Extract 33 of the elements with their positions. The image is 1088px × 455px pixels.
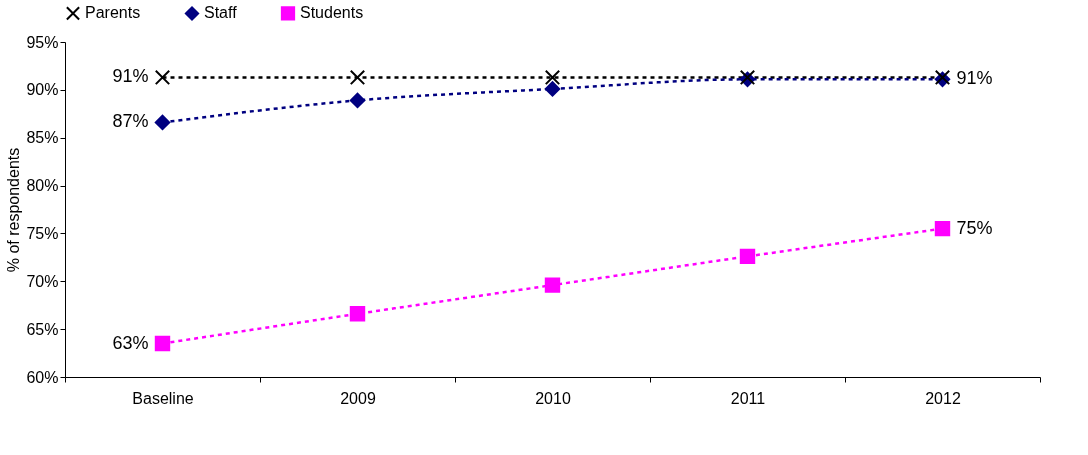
x-tick-label: 2010 <box>535 389 571 407</box>
legend-label: Parents <box>85 4 141 22</box>
point <box>544 277 561 293</box>
x-tick-label: 2009 <box>340 389 376 407</box>
point <box>349 306 366 322</box>
y-tick-label: 90% <box>26 81 59 99</box>
point <box>154 114 171 131</box>
y-tick-label: 70% <box>26 272 59 290</box>
point <box>349 69 366 86</box>
legend-label: Students <box>300 4 364 22</box>
point <box>154 335 171 352</box>
y-tick-label: 60% <box>26 368 59 386</box>
point <box>934 220 951 237</box>
y-tick-label: 80% <box>26 177 59 195</box>
y-tick-label: 65% <box>26 320 59 338</box>
data-label: 91% <box>112 66 149 87</box>
point <box>544 69 561 86</box>
y-tick-label: 75% <box>26 224 59 242</box>
x-tick-label: 2012 <box>925 389 961 407</box>
data-label: 91% <box>956 68 993 89</box>
x-tick-label: Baseline <box>132 389 194 407</box>
data-label: 63% <box>112 332 149 353</box>
y-tick-label: 95% <box>26 33 59 51</box>
y-tick-label: 85% <box>26 129 59 147</box>
data-label: 87% <box>112 111 149 132</box>
x-tick-label: 2011 <box>730 389 766 407</box>
point <box>544 81 561 97</box>
point <box>154 69 171 86</box>
legend-label: Staff <box>204 4 238 22</box>
data-label: 75% <box>956 217 993 238</box>
y-axis-title: % of respondents <box>5 147 23 273</box>
point <box>739 248 756 265</box>
point <box>349 92 366 109</box>
